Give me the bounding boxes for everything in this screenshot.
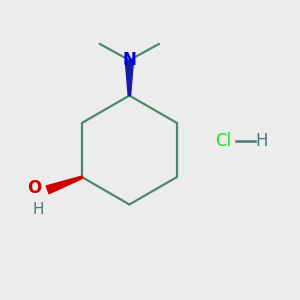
Text: H: H <box>256 132 268 150</box>
Text: H: H <box>32 202 44 217</box>
Text: N: N <box>122 51 136 69</box>
Polygon shape <box>125 60 134 95</box>
Text: Cl: Cl <box>215 132 232 150</box>
Polygon shape <box>46 176 82 194</box>
Text: O: O <box>27 179 41 197</box>
